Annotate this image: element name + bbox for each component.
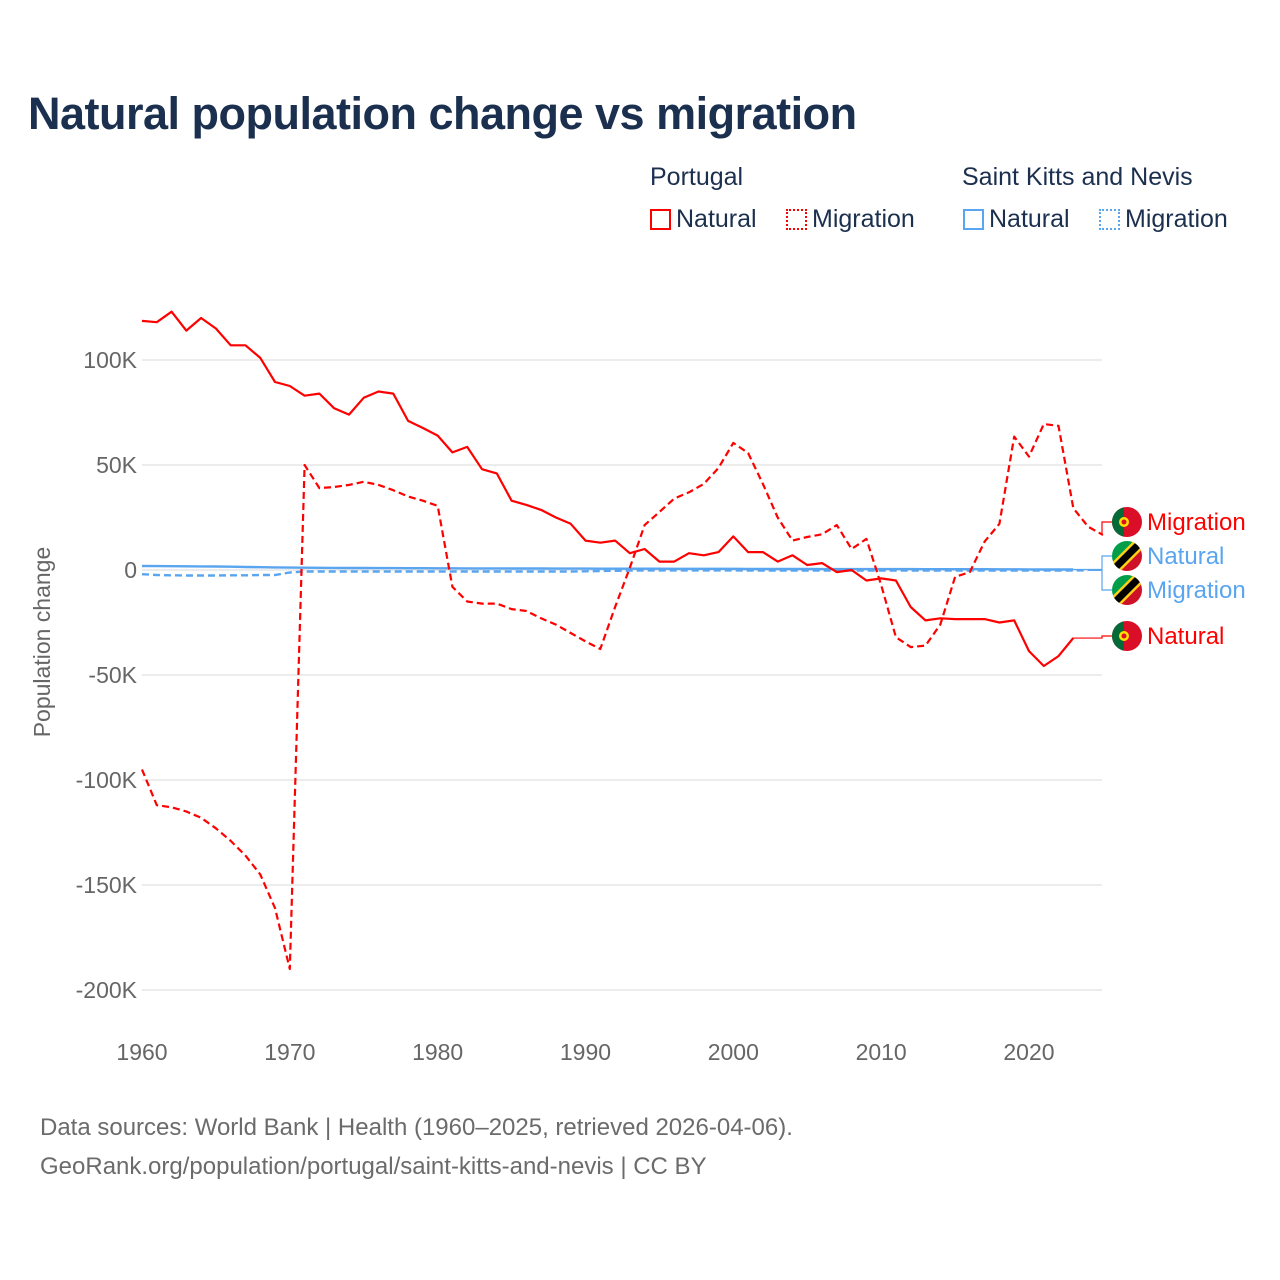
x-tick-label: 2000 — [708, 1039, 759, 1065]
legend-label: Natural — [989, 205, 1070, 233]
x-tick-label: 1980 — [412, 1039, 463, 1065]
chart-title: Natural population change vs migration — [28, 88, 857, 139]
legend-group-portugal: Portugal — [650, 163, 744, 191]
x-tick-label: 1990 — [560, 1039, 611, 1065]
label-connector — [1073, 635, 1112, 639]
x-tick-label: 2020 — [1003, 1039, 1054, 1065]
end-label: Natural — [1147, 623, 1224, 650]
end-label: Migration — [1147, 577, 1246, 604]
x-tick-label: 1960 — [116, 1039, 167, 1065]
series-line-saint-kitts-and-nevis-migration[interactable] — [141, 569, 1089, 577]
y-tick-label: -150K — [76, 872, 138, 898]
end-label: Migration — [1147, 509, 1246, 536]
legend-label: Migration — [1125, 205, 1228, 233]
portugal-flag-icon — [1112, 621, 1142, 651]
y-tick-label: 0 — [124, 557, 137, 583]
saint-kitts-flag-icon — [1112, 575, 1142, 605]
y-axis-label: Population change — [29, 547, 55, 738]
end-label: Natural — [1147, 543, 1224, 570]
label-connector — [1088, 569, 1112, 591]
solid-swatch-icon — [650, 209, 671, 230]
legend-label: Natural — [676, 205, 757, 233]
footer: Data sources: World Bank | Health (1960–… — [40, 1108, 793, 1186]
y-tick-label: -100K — [76, 767, 138, 793]
legend-label: Migration — [812, 205, 915, 233]
series-line-portugal-migration[interactable] — [140, 422, 1104, 971]
saint-kitts-flag-icon — [1112, 541, 1142, 571]
series-line-saint-kitts-and-nevis-natural[interactable] — [141, 564, 1074, 571]
dotted-swatch-icon — [786, 209, 807, 230]
legend-group-saint-kitts: Saint Kitts and Nevis — [962, 163, 1193, 191]
y-tick-label: -200K — [76, 977, 138, 1003]
label-connector — [1101, 521, 1112, 536]
series-line-portugal-natural[interactable] — [141, 310, 1075, 668]
legend-item-skn-migration[interactable]: Migration — [1099, 205, 1228, 234]
solid-swatch-icon — [963, 209, 984, 230]
legend-item-portugal-migration[interactable]: Migration — [786, 205, 915, 234]
label-connector — [1073, 555, 1112, 571]
legend-item-skn-natural[interactable]: Natural — [963, 205, 1070, 234]
legend-item-portugal-natural[interactable]: Natural — [650, 205, 757, 234]
portugal-flag-icon — [1112, 507, 1142, 537]
dotted-swatch-icon — [1099, 209, 1120, 230]
y-tick-label: 100K — [83, 347, 137, 373]
y-tick-label: 50K — [96, 452, 138, 478]
y-tick-label: -50K — [88, 662, 137, 688]
x-tick-label: 2010 — [856, 1039, 907, 1065]
source-link[interactable]: GeoRank.org/population/portugal/saint-ki… — [40, 1153, 707, 1180]
x-tick-label: 1970 — [264, 1039, 315, 1065]
data-source-note: Data sources: World Bank | Health (1960–… — [40, 1114, 793, 1141]
